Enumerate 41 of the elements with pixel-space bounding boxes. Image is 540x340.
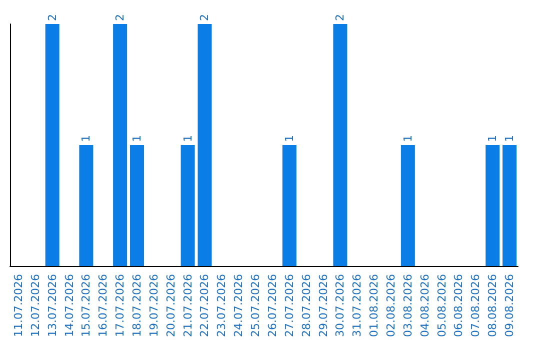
data-label: 1 xyxy=(130,135,144,142)
x-tick-label: 03.08.2026 xyxy=(401,274,414,338)
data-label: 1 xyxy=(486,135,500,142)
x-tick-label: 30.07.2026 xyxy=(334,274,347,338)
x-tick-label: 25.07.2026 xyxy=(249,274,262,338)
data-label: 1 xyxy=(282,135,296,142)
x-tick-label: 17.07.2026 xyxy=(114,274,127,338)
x-tick-label: 22.07.2026 xyxy=(198,274,212,338)
x-tick-label: 19.07.2026 xyxy=(147,274,160,338)
data-label: 1 xyxy=(401,135,414,142)
x-tick-label: 20.07.2026 xyxy=(164,274,178,338)
data-label: 1 xyxy=(80,135,93,142)
x-tick-label: 31.07.2026 xyxy=(350,274,364,338)
x-tick-label: 16.07.2026 xyxy=(96,274,110,338)
x-tick-label: 04.08.2026 xyxy=(418,274,432,338)
x-tick-label: 29.07.2026 xyxy=(316,274,330,338)
x-tick-label: 24.07.2026 xyxy=(232,274,246,338)
data-label: 1 xyxy=(503,135,516,142)
x-tick-label: 02.08.2026 xyxy=(384,274,398,338)
x-tick-label: 28.07.2026 xyxy=(300,274,313,338)
data-label: 2 xyxy=(334,14,347,21)
x-tick-label: 26.07.2026 xyxy=(266,274,279,338)
data-label: 2 xyxy=(114,14,127,21)
x-tick-label: 23.07.2026 xyxy=(215,274,228,338)
x-tick-label: 01.08.2026 xyxy=(368,274,381,338)
x-tick-label: 09.08.2026 xyxy=(503,274,516,338)
x-tick-label: 08.08.2026 xyxy=(486,274,500,338)
data-label: 2 xyxy=(198,14,212,21)
data-label: 2 xyxy=(46,14,59,21)
x-tick-label: 14.07.2026 xyxy=(62,274,76,338)
x-tick-label: 05.08.2026 xyxy=(435,274,448,338)
x-tick-label: 18.07.2026 xyxy=(130,274,144,338)
x-tick-label: 21.07.2026 xyxy=(181,274,194,338)
x-tick-label: 12.07.2026 xyxy=(28,274,42,338)
x-tick-label: 15.07.2026 xyxy=(80,274,93,338)
x-tick-label: 13.07.2026 xyxy=(46,274,59,338)
x-tick-label: 27.07.2026 xyxy=(282,274,296,338)
x-tick-label: 07.08.2026 xyxy=(469,274,482,338)
x-tick-label: 06.08.2026 xyxy=(452,274,466,338)
x-tick-label: 11.07.2026 xyxy=(12,274,25,338)
data-label: 1 xyxy=(181,135,194,142)
